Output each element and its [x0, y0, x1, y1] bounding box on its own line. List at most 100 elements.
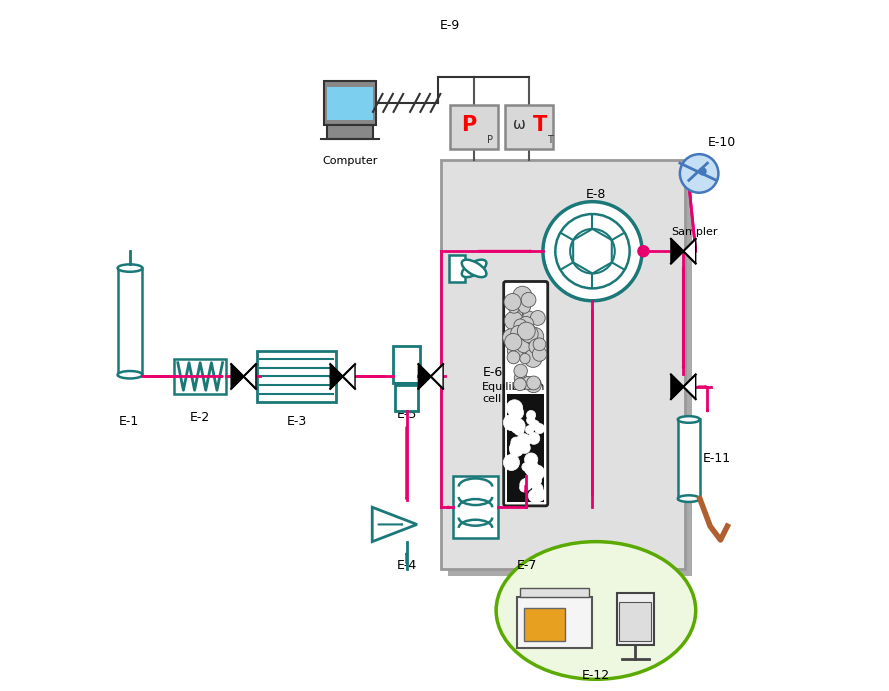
Polygon shape	[684, 375, 696, 399]
Bar	[449, 255, 465, 282]
Text: E-8: E-8	[586, 187, 606, 200]
Ellipse shape	[496, 542, 696, 679]
Polygon shape	[372, 507, 417, 542]
Circle shape	[522, 462, 531, 471]
Polygon shape	[684, 239, 696, 263]
Circle shape	[510, 446, 520, 456]
Circle shape	[503, 455, 519, 471]
Circle shape	[514, 372, 527, 384]
Ellipse shape	[461, 260, 486, 277]
Circle shape	[507, 351, 520, 363]
Circle shape	[518, 301, 531, 313]
Circle shape	[504, 294, 521, 310]
Circle shape	[529, 339, 544, 354]
Bar	[441, 160, 685, 569]
Circle shape	[514, 425, 525, 435]
Circle shape	[502, 329, 520, 346]
Circle shape	[517, 337, 532, 353]
Circle shape	[533, 483, 543, 494]
Text: Computer: Computer	[322, 156, 378, 167]
Circle shape	[528, 433, 540, 444]
Circle shape	[530, 420, 540, 430]
Circle shape	[510, 298, 524, 311]
Circle shape	[505, 334, 522, 350]
Circle shape	[510, 325, 525, 341]
Circle shape	[511, 308, 523, 319]
Bar	[507, 395, 544, 502]
Circle shape	[509, 302, 519, 313]
Circle shape	[520, 478, 533, 491]
Circle shape	[519, 483, 528, 492]
Text: E-5: E-5	[396, 408, 417, 421]
Text: E-12: E-12	[581, 670, 610, 682]
Text: E-2: E-2	[190, 411, 211, 424]
Bar	[324, 81, 376, 125]
FancyBboxPatch shape	[504, 281, 548, 506]
Circle shape	[513, 286, 532, 305]
Text: T: T	[547, 135, 553, 144]
Polygon shape	[671, 239, 684, 263]
Text: P: P	[461, 115, 476, 135]
Bar	[257, 350, 336, 402]
Circle shape	[526, 416, 535, 424]
Bar	[520, 589, 589, 597]
Bar	[117, 268, 142, 375]
Bar	[505, 104, 553, 149]
Circle shape	[638, 246, 649, 257]
Circle shape	[526, 410, 536, 419]
Ellipse shape	[117, 371, 142, 379]
Circle shape	[503, 415, 519, 430]
Ellipse shape	[117, 265, 142, 272]
Polygon shape	[330, 364, 342, 389]
Text: cell: cell	[483, 394, 501, 404]
Text: E-9: E-9	[440, 19, 461, 32]
Text: Equilibrium: Equilibrium	[483, 382, 546, 392]
Circle shape	[514, 364, 527, 377]
Polygon shape	[244, 364, 256, 389]
Circle shape	[534, 424, 545, 434]
Circle shape	[506, 399, 523, 416]
Bar	[450, 104, 498, 149]
Bar	[174, 359, 226, 394]
Circle shape	[520, 323, 533, 335]
Polygon shape	[671, 375, 684, 399]
Bar	[517, 597, 592, 648]
Circle shape	[511, 437, 521, 447]
Circle shape	[514, 319, 527, 332]
Circle shape	[543, 202, 642, 301]
Polygon shape	[419, 364, 431, 389]
Circle shape	[517, 322, 535, 340]
Text: E-11: E-11	[702, 453, 731, 466]
Circle shape	[525, 453, 538, 466]
Bar	[677, 419, 700, 499]
Circle shape	[520, 354, 530, 363]
Circle shape	[519, 442, 531, 453]
Text: E-3: E-3	[286, 415, 307, 428]
Circle shape	[680, 154, 718, 193]
Circle shape	[508, 343, 524, 359]
Circle shape	[523, 311, 535, 323]
Circle shape	[531, 310, 545, 325]
Circle shape	[525, 472, 541, 487]
Circle shape	[525, 426, 534, 434]
Bar	[327, 125, 372, 139]
Circle shape	[510, 439, 522, 451]
Circle shape	[529, 465, 545, 480]
Circle shape	[528, 489, 541, 502]
Text: Sampler: Sampler	[671, 227, 718, 238]
Text: ω: ω	[513, 117, 526, 132]
Circle shape	[525, 461, 539, 475]
Bar	[393, 346, 420, 384]
Bar	[620, 602, 652, 641]
Polygon shape	[231, 364, 244, 389]
Text: E-6: E-6	[483, 366, 502, 379]
Text: E-1: E-1	[119, 415, 140, 428]
Text: E-10: E-10	[708, 136, 736, 149]
Circle shape	[533, 338, 546, 350]
Polygon shape	[342, 364, 355, 389]
Circle shape	[527, 376, 541, 390]
Ellipse shape	[461, 260, 486, 277]
Text: E-7: E-7	[517, 559, 537, 572]
Circle shape	[525, 377, 541, 392]
Circle shape	[532, 488, 545, 502]
